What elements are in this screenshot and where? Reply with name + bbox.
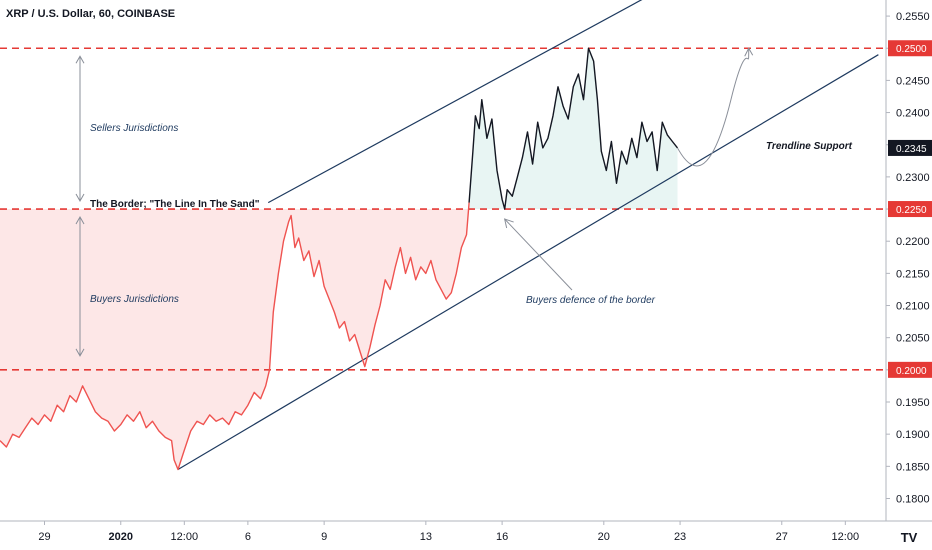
level-badge-label-2: 0.2000 (896, 366, 927, 377)
time-axis[interactable]: 29 2020 12:00 6 9 13 16 20 23 27 12:00 (38, 521, 859, 543)
y-tick-label-3: 0.2400 (896, 108, 930, 120)
sellers-zone-arrow-head-top (75, 55, 85, 64)
x-tick-label-3: 6 (245, 531, 251, 543)
channel-upper-line (267, 0, 643, 204)
y-tick-label-8: 0.2150 (896, 268, 930, 280)
channel-lines (177, 0, 879, 471)
y-tick-label-2: 0.2450 (896, 75, 930, 87)
buyers-zone-arrow-head-bottom (75, 348, 85, 357)
sellers-zone-arrow (75, 55, 85, 203)
defence-pointer-line (504, 218, 573, 291)
y-tick-label-9: 0.2100 (896, 301, 930, 313)
defence-pointer-head (503, 218, 514, 229)
buyers-defence-label: Buyers defence of the border (526, 295, 656, 306)
x-tick-label-9: 27 (776, 531, 788, 543)
y-tick-label-12: 0.1950 (896, 397, 930, 409)
series-line-0 (0, 202, 470, 471)
horizontal-levels (0, 47, 886, 371)
sellers-zone-fill (469, 48, 678, 210)
chart-title: XRP / U.S. Dollar, 60, COINBASE (6, 8, 175, 20)
sellers-jurisdictions-label: Sellers Jurisdictions (90, 123, 178, 134)
tradingview-logo: TV (886, 524, 932, 550)
buyers-jurisdictions-label: Buyers Jurisdictions (90, 294, 179, 305)
projection-curve (677, 48, 750, 167)
x-tick-label-10: 12:00 (832, 531, 860, 543)
x-tick-label-8: 23 (674, 531, 686, 543)
zone-fills (0, 48, 678, 470)
level-badge-2 (888, 361, 932, 378)
x-tick-label-6: 16 (496, 531, 508, 543)
buyers-zone-fill (0, 209, 470, 470)
channel-lower-line (177, 54, 879, 471)
projection-arrowhead (744, 47, 754, 57)
x-tick-label-1: 2020 (109, 531, 133, 543)
level-badge-label-1: 0.2250 (896, 205, 927, 216)
annotations: Sellers Jurisdictions The Border; "The L… (75, 55, 853, 357)
border-label: The Border; "The Line In The Sand" (90, 199, 260, 210)
buyers-zone-arrow-head-top (75, 216, 85, 225)
x-tick-label-7: 20 (598, 531, 610, 543)
sellers-zone-arrow-head-bottom (75, 193, 85, 203)
price-badges: 0.2500 0.2250 0.2000 0.2345 (888, 40, 932, 378)
trendline-support-label: Trendline Support (766, 141, 853, 152)
y-tick-label-5: 0.2300 (896, 172, 930, 184)
y-tick-label-7: 0.2200 (896, 236, 930, 248)
x-tick-label-4: 9 (321, 531, 327, 543)
buyers-zone-arrow (75, 216, 85, 357)
current-price-badge-label: 0.2345 (896, 144, 927, 155)
y-tick-label-14: 0.1850 (896, 461, 930, 473)
level-badge-label-0: 0.2500 (896, 44, 927, 55)
x-tick-label-0: 29 (38, 531, 50, 543)
y-tick-label-13: 0.1900 (896, 429, 930, 441)
price-axis-background (886, 0, 932, 521)
y-tick-label-15: 0.1800 (896, 493, 930, 505)
logo-text: TV (901, 530, 918, 545)
level-badge-1 (888, 201, 932, 218)
x-tick-label-5: 13 (420, 531, 432, 543)
y-tick-label-0: 0.2550 (896, 11, 930, 23)
x-tick-label-2: 12:00 (171, 531, 199, 543)
level-badge-0 (888, 40, 932, 57)
y-tick-label-10: 0.2050 (896, 333, 930, 345)
price-series (0, 47, 754, 471)
series-line-1 (468, 47, 679, 210)
current-price-badge (888, 139, 932, 156)
